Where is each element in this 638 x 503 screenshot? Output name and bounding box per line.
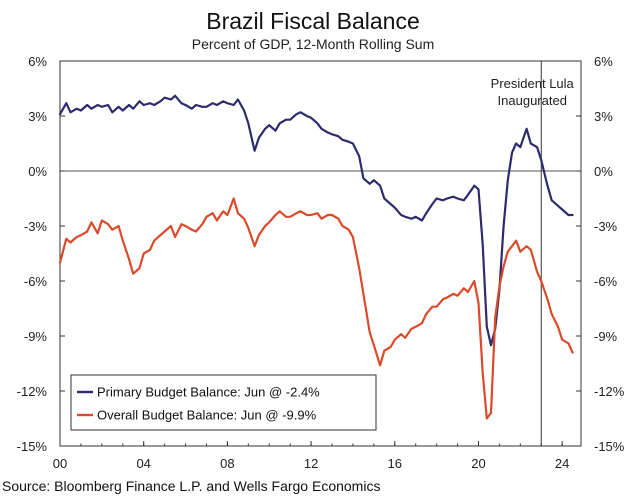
x-tick-label: 00: [53, 456, 67, 471]
plot-frame: [59, 60, 582, 447]
x-tick-label: 12: [304, 456, 318, 471]
series-layer: [58, 94, 574, 420]
x-tick-label: 16: [388, 456, 402, 471]
y-tick-label-right: 3%: [594, 109, 613, 124]
y-tick-label-right: 0%: [594, 164, 613, 179]
legend: Primary Budget Balance: Jun @ -2.4% Overa…: [70, 374, 377, 431]
y-tick-label-left: -12%: [17, 384, 48, 399]
source-note: Source: Bloomberg Finance L.P. and Wells…: [2, 478, 381, 494]
y-tick-label-right: -9%: [594, 329, 618, 344]
y-tick-label-left: -15%: [17, 439, 48, 454]
legend-label: Overall Budget Balance: Jun @ -9.9%: [97, 408, 317, 423]
annotation: President Lula Inaugurated: [491, 61, 575, 446]
primary-balance-line: [58, 94, 574, 347]
chart-subtitle: Percent of GDP, 12-Month Rolling Sum: [192, 36, 435, 52]
y-tick-label-left: -9%: [24, 329, 48, 344]
x-tick-label: 04: [136, 456, 150, 471]
legend-label: Primary Budget Balance: Jun @ -2.4%: [97, 385, 320, 400]
y-tick-label-right: -12%: [594, 384, 625, 399]
y-tick-label-right: -3%: [594, 219, 618, 234]
y-tick-label-left: 0%: [28, 164, 47, 179]
x-tick-label: 08: [220, 456, 234, 471]
legend-box: [70, 374, 377, 431]
fiscal-balance-chart: Brazil Fiscal Balance Percent of GDP, 12…: [17, 8, 625, 471]
y-tick-label-right: 6%: [594, 54, 613, 69]
y-tick-label-right: -15%: [594, 439, 625, 454]
chart-title: Brazil Fiscal Balance: [206, 8, 419, 34]
x-tick-label: 20: [471, 456, 485, 471]
x-tick-label: 24: [555, 456, 569, 471]
y-tick-label-left: 6%: [28, 54, 47, 69]
y-tick-label-right: -6%: [594, 274, 618, 289]
y-tick-label-left: -6%: [24, 274, 48, 289]
y-tick-label-left: 3%: [28, 109, 47, 124]
axes: 6% 6% 3% 3% 0% 0% -3% -3% -6% -6% -9% -9% -12% -12% -1…: [17, 54, 625, 471]
annotation-text: President Lula: [491, 76, 575, 91]
y-tick-label-left: -3%: [24, 219, 48, 234]
annotation-text: Inaugurated: [498, 93, 567, 108]
overall-balance-line: [58, 197, 574, 420]
